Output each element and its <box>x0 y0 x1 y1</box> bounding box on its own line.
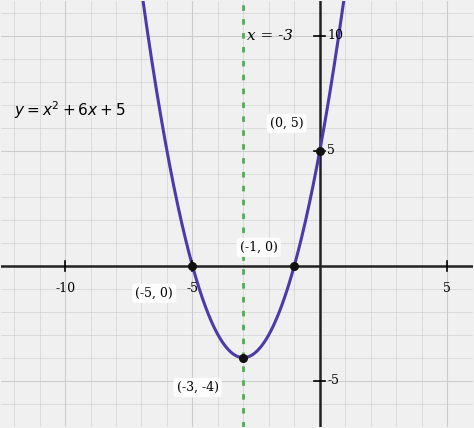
Text: -5: -5 <box>328 374 339 387</box>
Text: $y = x^2 + 6x + 5$: $y = x^2 + 6x + 5$ <box>14 100 126 121</box>
Text: x = -3: x = -3 <box>247 30 293 44</box>
Text: 5: 5 <box>328 144 335 158</box>
Text: 10: 10 <box>328 30 344 42</box>
Text: -10: -10 <box>55 282 75 295</box>
Text: (0, 5): (0, 5) <box>270 117 303 130</box>
Text: (-5, 0): (-5, 0) <box>136 287 173 300</box>
Text: 5: 5 <box>443 282 451 295</box>
Text: (-3, -4): (-3, -4) <box>176 381 219 394</box>
Text: (-1, 0): (-1, 0) <box>240 241 278 254</box>
Text: -5: -5 <box>186 282 199 295</box>
